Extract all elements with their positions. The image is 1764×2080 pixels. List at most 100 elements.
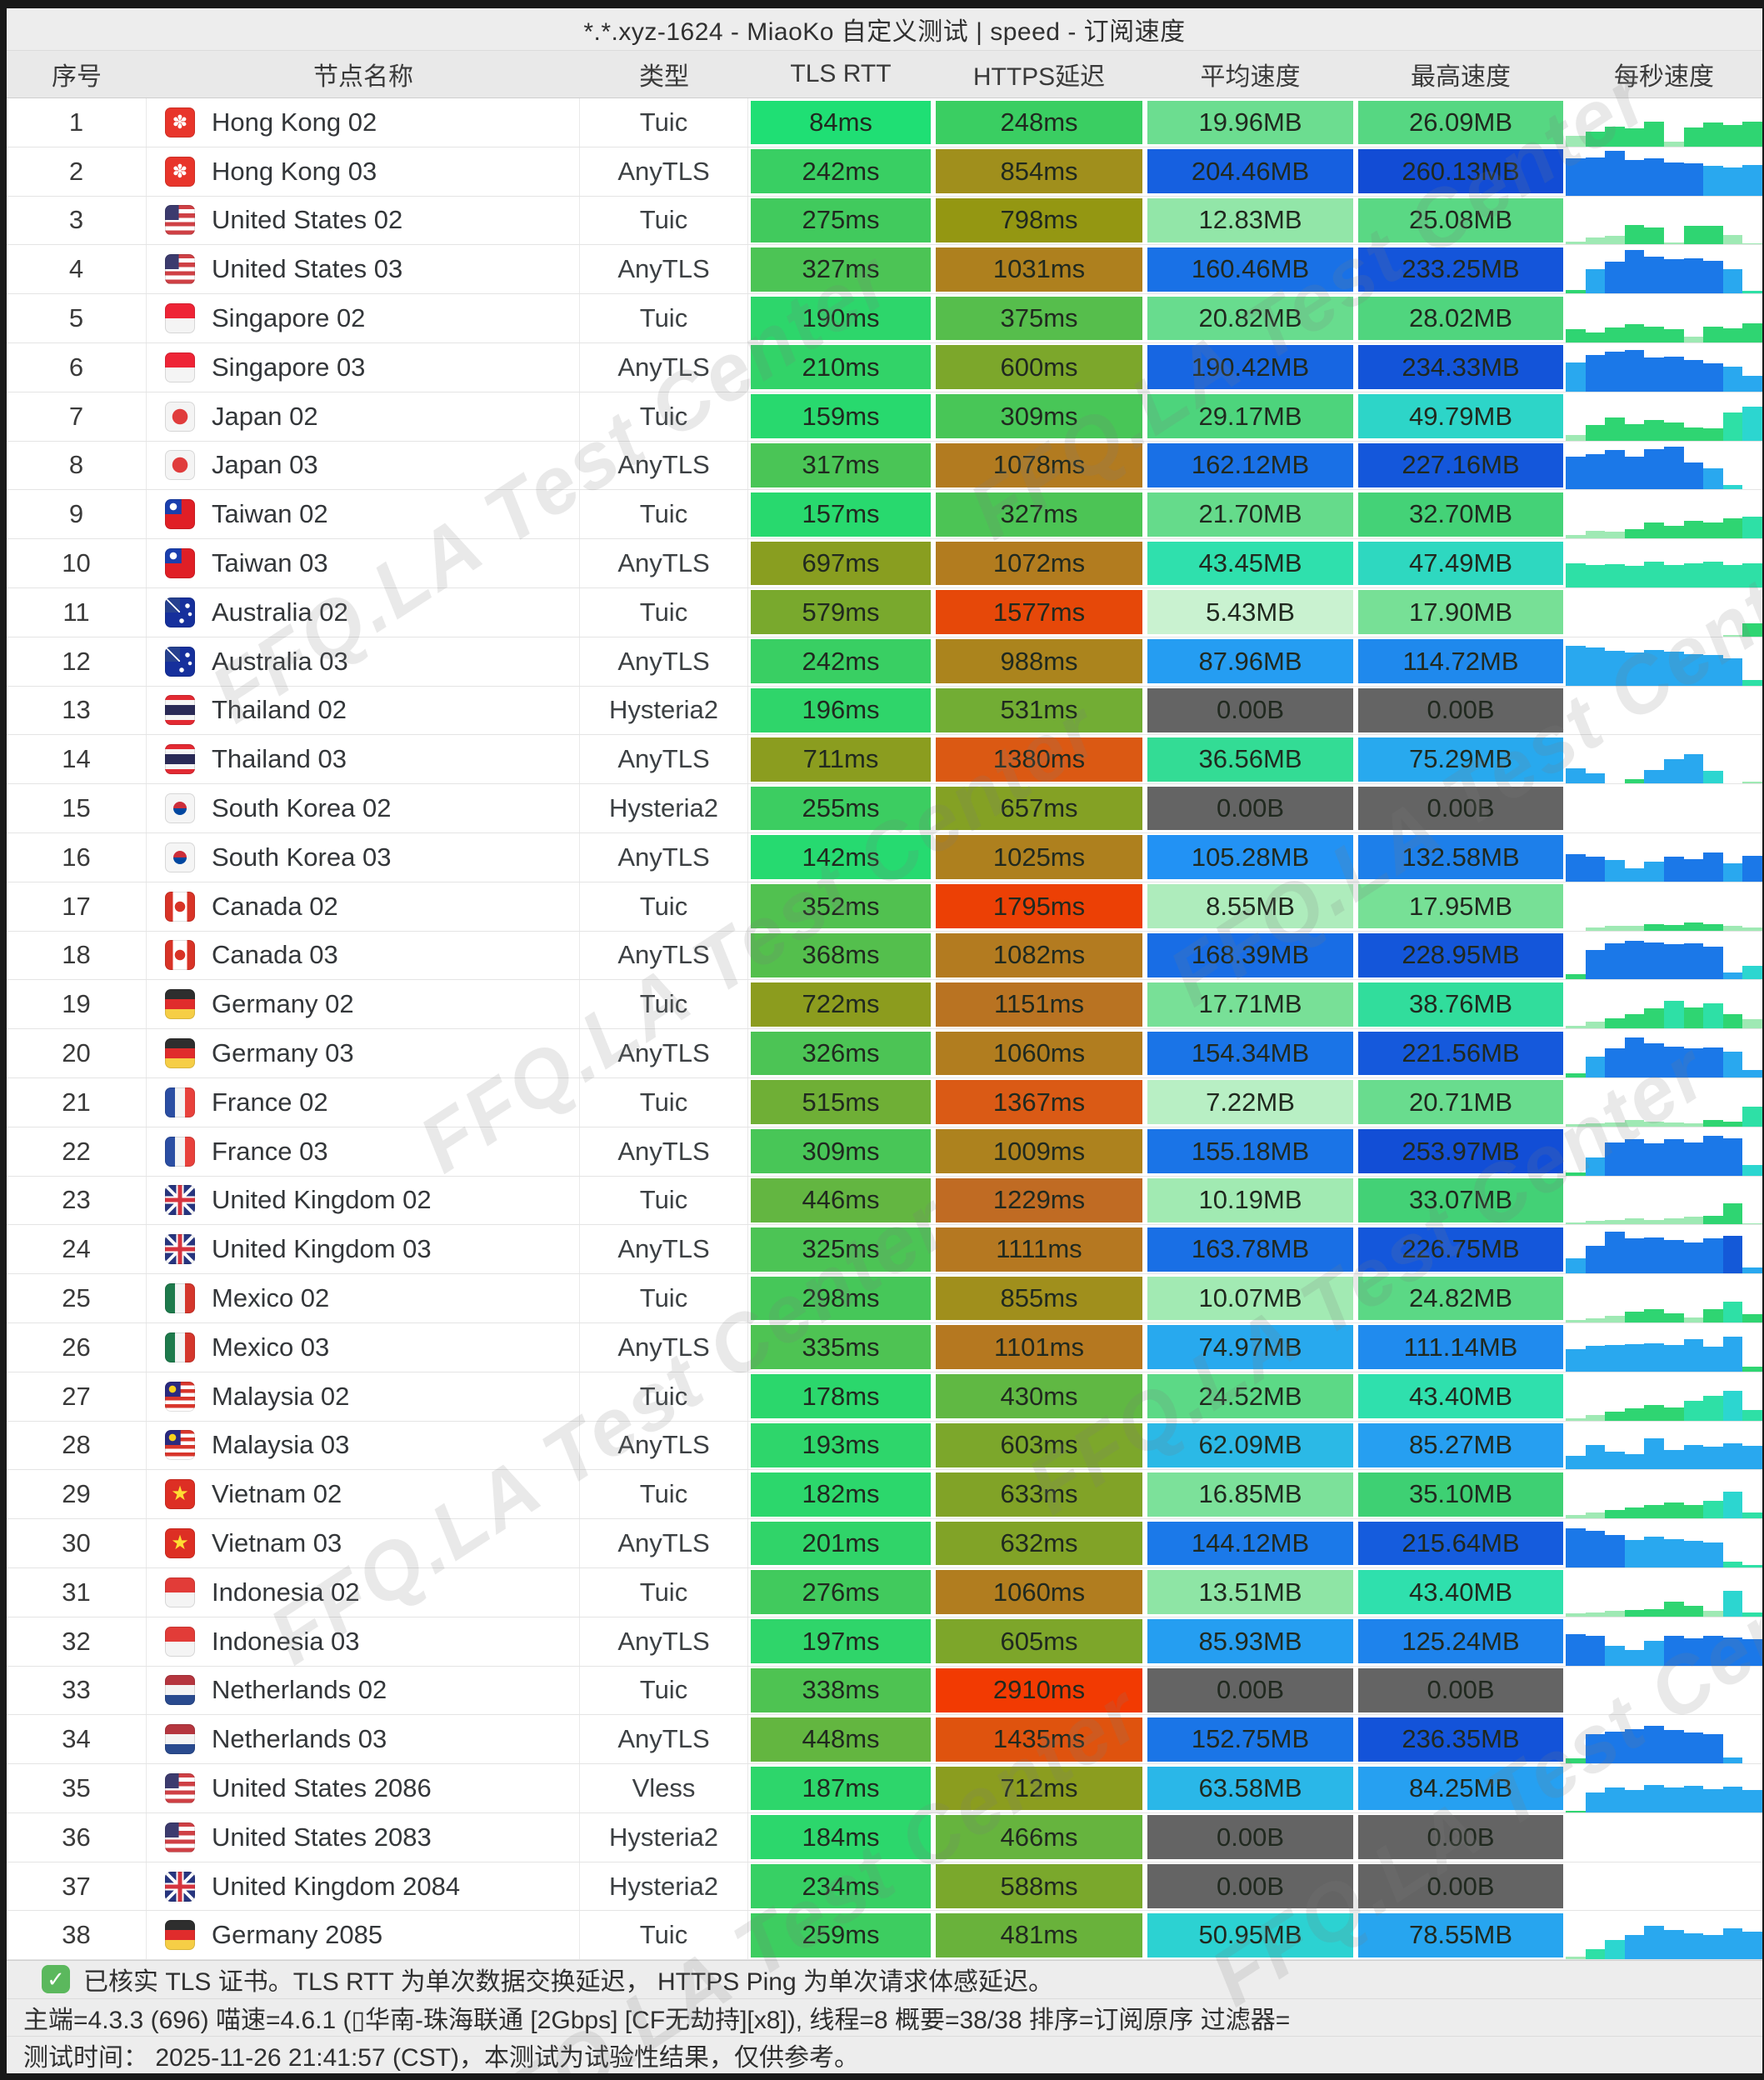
node-name: Taiwan 02 — [212, 499, 328, 529]
tls-rtt-cell: 178ms — [748, 1372, 933, 1421]
node-index: 21 — [7, 1078, 147, 1127]
sparkline-bar — [1605, 1345, 1625, 1372]
max-speed-cell-value: 84.25MB — [1358, 1766, 1563, 1811]
https-latency-cell: 481ms — [933, 1911, 1145, 1959]
max-speed-cell: 24.82MB — [1356, 1274, 1566, 1322]
sparkline-bar — [1585, 1636, 1606, 1666]
https-latency-cell: 309ms — [933, 392, 1145, 441]
gb-flag-icon — [165, 1185, 195, 1216]
speed-sparkline — [1566, 1764, 1762, 1812]
node-name-cell: Thailand 02 — [147, 686, 580, 735]
max-speed-cell: 260.13MB — [1356, 148, 1566, 196]
tls-rtt-cell: 697ms — [748, 539, 933, 588]
column-header-https-latency: HTTPS延迟 — [972, 63, 1106, 91]
sparkline-bar — [1703, 1002, 1723, 1029]
node-index: 33 — [7, 1666, 147, 1715]
sparkline-bar — [1624, 1014, 1645, 1029]
https-latency-cell-value: 1577ms — [936, 590, 1142, 635]
sparkline-bar — [1663, 259, 1684, 294]
sparkline-bar — [1683, 1732, 1704, 1764]
sparkline-bar — [1566, 434, 1586, 441]
sparkline-bar — [1742, 966, 1762, 980]
node-name-cell: Hong Kong 03 — [147, 147, 580, 196]
sparkline-bar — [1585, 1346, 1606, 1372]
tls-rtt-cell: 579ms — [748, 588, 933, 637]
sparkline-bar — [1722, 1121, 1743, 1127]
table-row: 26 Mexico 03 AnyTLS 335ms 1101ms 74.97MB 111.1… — [7, 1322, 1762, 1372]
sparkline-bar — [1566, 562, 1586, 588]
id-flag-icon — [165, 1626, 195, 1657]
tw-flag-icon — [165, 548, 195, 579]
sparkline-bar — [1742, 165, 1762, 196]
table-row: 33 Netherlands 02 Tuic 338ms 2910ms 0.00B 0.00… — [7, 1666, 1762, 1716]
max-speed-cell-value: 43.40MB — [1358, 1570, 1563, 1615]
sparkline-bar — [1605, 127, 1625, 147]
my-flag-icon — [165, 1430, 195, 1461]
max-speed-cell-value: 35.10MB — [1358, 1472, 1563, 1517]
sparkline-bars — [1566, 931, 1762, 980]
page-title: *.*.xyz-1624 - MiaoKo 自定义测试 | speed - 订阅… — [583, 18, 1186, 46]
node-index: 25 — [7, 1274, 147, 1322]
speed-sparkline — [1566, 1862, 1762, 1911]
avg-speed-cell: 152.75MB — [1145, 1715, 1356, 1763]
tls-rtt-cell-value: 325ms — [751, 1227, 931, 1272]
sparkline-bar — [1742, 1069, 1762, 1078]
node-name-cell: South Korea 03 — [147, 832, 580, 882]
sparkline-bar — [1703, 1934, 1723, 1960]
node-name-cell: Singapore 02 — [147, 294, 580, 342]
https-latency-cell: 327ms — [933, 490, 1145, 538]
https-latency-cell: 588ms — [933, 1862, 1145, 1911]
sparkline-bar — [1742, 290, 1762, 294]
max-speed-cell: 17.90MB — [1356, 588, 1566, 637]
sparkline-bar — [1663, 526, 1684, 539]
avg-speed-cell-value: 160.46MB — [1147, 247, 1353, 292]
tls-rtt-cell: 201ms — [748, 1519, 933, 1568]
https-latency-cell-value: 1101ms — [936, 1325, 1142, 1370]
avg-speed-cell: 74.97MB — [1145, 1323, 1356, 1372]
sparkline-bar — [1605, 449, 1625, 490]
https-latency-cell: 1229ms — [933, 1177, 1145, 1225]
node-name: Vietnam 03 — [212, 1528, 342, 1558]
check-icon: ✓ — [42, 1965, 70, 1994]
max-speed-cell-value: 228.95MB — [1358, 933, 1563, 978]
max-speed-cell-value: 0.00B — [1358, 688, 1563, 732]
max-speed-cell-value: 111.14MB — [1358, 1325, 1563, 1370]
tls-rtt-cell: 242ms — [748, 148, 933, 196]
https-latency-cell-value: 375ms — [936, 296, 1142, 341]
avg-speed-cell: 155.18MB — [1145, 1128, 1356, 1176]
tls-rtt-cell-value: 84ms — [751, 100, 931, 145]
avg-speed-cell: 154.34MB — [1145, 1029, 1356, 1078]
https-latency-cell-value: 855ms — [936, 1276, 1142, 1321]
max-speed-cell: 75.29MB — [1356, 735, 1566, 783]
sparkline-bar — [1644, 1121, 1664, 1127]
avg-speed-cell: 21.70MB — [1145, 490, 1356, 538]
node-type: AnyTLS — [580, 1617, 748, 1666]
sparkline-bar — [1644, 1505, 1664, 1519]
sparkline-bar — [1683, 462, 1704, 490]
https-latency-cell-value: 531ms — [936, 688, 1142, 732]
de-flag-icon — [165, 989, 195, 1020]
https-latency-cell: 1031ms — [933, 245, 1145, 293]
node-type: AnyTLS — [580, 147, 748, 196]
node-name: United States 03 — [212, 254, 403, 284]
sparkline-bar — [1703, 522, 1723, 539]
https-latency-cell: 1060ms — [933, 1029, 1145, 1078]
sparkline-bar — [1683, 1122, 1704, 1127]
tls-rtt-cell-value: 159ms — [751, 394, 931, 439]
avg-speed-cell-value: 29.17MB — [1147, 394, 1353, 439]
sparkline-bar — [1624, 940, 1645, 980]
table-row: 5 Singapore 02 Tuic 190ms 375ms 20.82MB 28.02M… — [7, 294, 1762, 343]
https-latency-cell-value: 603ms — [936, 1423, 1142, 1468]
sparkline-bars — [1566, 588, 1762, 637]
hk-flag-icon — [165, 107, 195, 138]
table-row: 37 United Kingdom 2084 Hysteria2 234ms 588ms… — [7, 1862, 1762, 1912]
sparkline-bar — [1683, 258, 1704, 294]
node-name: Singapore 02 — [212, 303, 366, 333]
nl-flag-icon — [165, 1675, 195, 1706]
sparkline-bar — [1683, 427, 1704, 441]
sparkline-bar — [1722, 1787, 1743, 1812]
node-type: Vless — [580, 1764, 748, 1812]
node-name-cell: Netherlands 02 — [147, 1666, 580, 1715]
tls-rtt-cell: 182ms — [748, 1470, 933, 1518]
